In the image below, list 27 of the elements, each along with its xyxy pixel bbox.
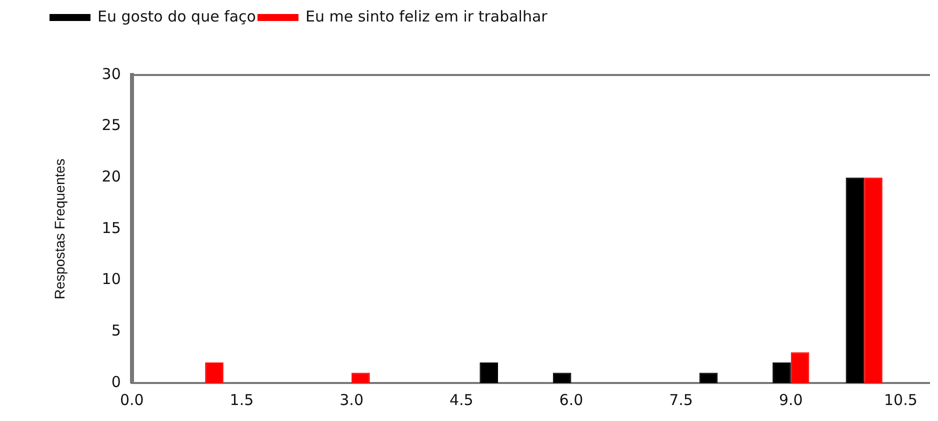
bar	[846, 178, 864, 383]
y-tick-label: 15	[102, 218, 121, 237]
y-tick-label: 5	[111, 322, 121, 340]
bar	[352, 372, 370, 383]
bar	[772, 362, 791, 383]
bar	[480, 362, 498, 383]
bar	[205, 362, 224, 383]
y-tick-label: 25	[102, 116, 121, 134]
x-tick-label: 3.0	[340, 390, 364, 409]
bar	[699, 372, 718, 383]
y-tick-label: 20	[102, 168, 121, 186]
y-tick-label: 10	[102, 270, 121, 288]
x-tick-label: 9.0	[778, 390, 803, 409]
bar	[552, 372, 572, 383]
y-axis-title: Respostas Frequentes	[51, 158, 68, 300]
x-tick-label: 4.5	[449, 390, 474, 409]
x-tick-label: 0.0	[120, 390, 144, 409]
y-tick-label: 0	[111, 372, 121, 391]
y-tick-label: 30	[102, 64, 121, 83]
x-tick-label: 10.5	[884, 390, 918, 409]
x-tick-label: 7.5	[669, 390, 693, 409]
legend-label: Eu gosto do que faço	[98, 7, 256, 26]
bar	[790, 352, 810, 383]
legend-label: Eu me sinto feliz em ir trabalhar	[305, 7, 548, 26]
x-tick-label: 6.0	[559, 390, 584, 409]
bar	[864, 178, 882, 383]
x-tick-label: 1.5	[230, 390, 254, 409]
